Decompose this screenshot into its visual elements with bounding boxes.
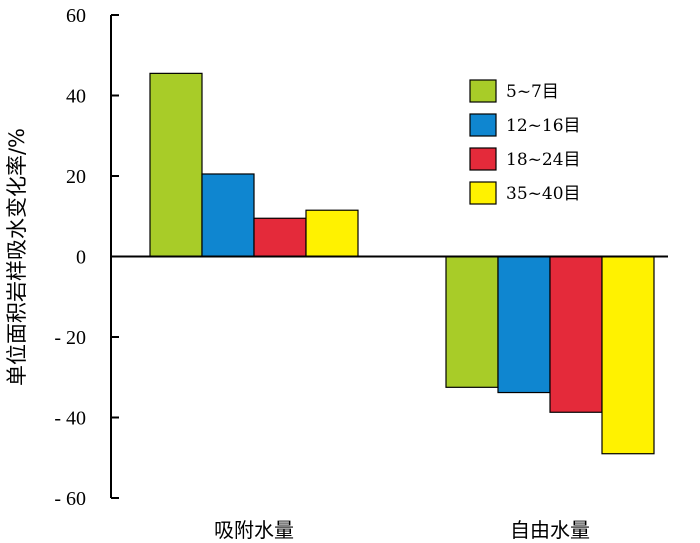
category-label: 吸附水量 <box>214 518 294 542</box>
legend-swatch <box>469 147 497 171</box>
y-tick-label: 40 <box>66 86 86 108</box>
category-label: 自由水量 <box>510 518 590 542</box>
y-tick-label: 60 <box>66 5 86 27</box>
y-tick-label: - 20 <box>54 327 86 349</box>
legend-swatch <box>469 79 497 103</box>
y-tick-label: 0 <box>76 247 86 269</box>
y-tick-label: 20 <box>66 166 86 188</box>
bars-group <box>149 72 655 455</box>
legend-swatch <box>469 181 497 205</box>
y-tick-label: - 60 <box>54 488 86 510</box>
bar-2-series-4 <box>601 255 655 455</box>
bar-1-series-1 <box>149 72 203 258</box>
bar-2-series-1 <box>445 255 499 388</box>
legend-label: 18~24目 <box>506 150 581 170</box>
bar-1-series-3 <box>253 217 307 258</box>
legend-label: 35~40目 <box>506 184 581 204</box>
bar-1-series-2 <box>201 173 255 258</box>
bar-2-series-2 <box>497 255 551 394</box>
legend-label: 5~7目 <box>506 82 559 102</box>
legend-label: 12~16目 <box>506 116 581 136</box>
legend-swatch <box>469 113 497 137</box>
legend: 5~7目 12~16目 18~24目 35~40目 <box>469 79 581 205</box>
category-labels: 吸附水量 自由水量 <box>214 518 590 542</box>
y-axis-title: 单位面积岩样吸水变化率/% <box>5 128 29 386</box>
y-axis: 60 40 20 0 - 20 - 40 - 60 <box>54 5 668 510</box>
y-tick-label: - 40 <box>54 408 86 430</box>
bar-1-series-4 <box>305 209 359 258</box>
bar-2-series-3 <box>549 255 603 413</box>
